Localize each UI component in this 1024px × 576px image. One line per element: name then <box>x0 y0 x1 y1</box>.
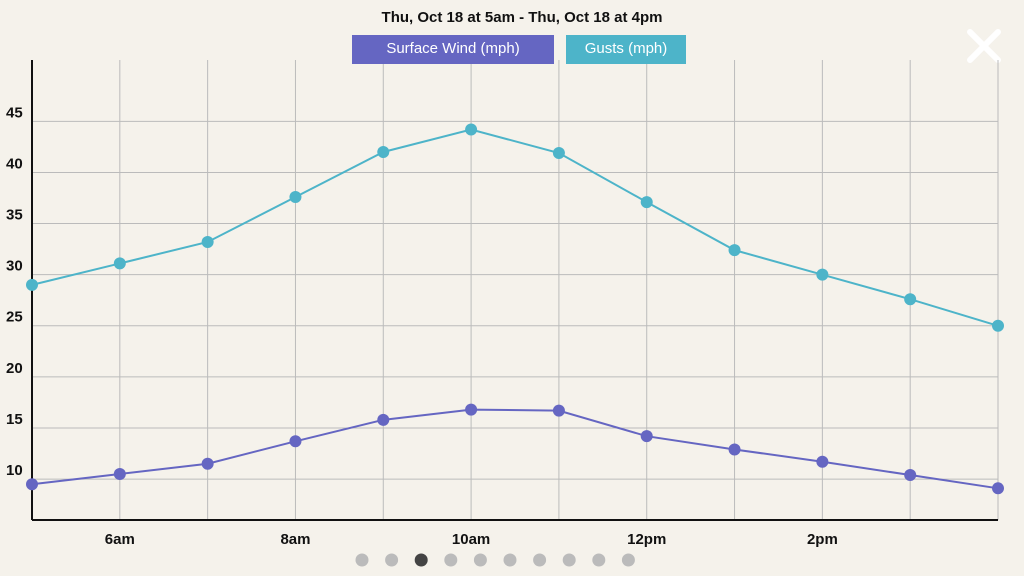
data-point <box>992 319 1004 332</box>
data-point <box>201 457 214 470</box>
data-point <box>816 455 829 468</box>
page-dot[interactable] <box>533 553 547 567</box>
page-dot[interactable] <box>444 553 458 567</box>
data-point <box>201 235 214 248</box>
y-tick-label: 20 <box>6 360 23 377</box>
legend-label: Gusts (mph) <box>585 40 668 57</box>
y-tick-label: 15 <box>6 411 23 428</box>
page-dot[interactable] <box>473 553 487 567</box>
data-point <box>992 482 1004 495</box>
chart-title: Thu, Oct 18 at 5am - Thu, Oct 18 at 4pm <box>382 9 663 26</box>
x-tick-label: 6am <box>105 531 135 548</box>
data-point <box>552 404 565 417</box>
data-point <box>728 244 741 257</box>
data-point <box>640 196 653 209</box>
y-tick-label: 30 <box>6 258 23 275</box>
page-dot[interactable] <box>621 553 635 567</box>
data-point <box>904 469 917 482</box>
data-point <box>289 435 302 448</box>
data-point <box>377 146 390 158</box>
legend-label: Surface Wind (mph) <box>386 40 519 57</box>
data-point <box>904 293 917 306</box>
x-tick-label: 8am <box>280 531 310 548</box>
data-point <box>26 278 38 291</box>
data-point <box>465 403 478 416</box>
y-tick-label: 35 <box>6 207 23 224</box>
x-tick-label: 12pm <box>627 531 666 548</box>
data-point <box>465 123 478 136</box>
x-tick-label: 10am <box>452 531 490 548</box>
series-line <box>31 408 999 490</box>
y-tick-label: 40 <box>6 155 23 172</box>
page-dot[interactable] <box>503 553 517 567</box>
close-icon <box>967 29 1001 63</box>
page-dot[interactable] <box>355 553 369 567</box>
page-dot[interactable] <box>562 553 576 567</box>
series-line <box>31 128 999 327</box>
page-dot[interactable] <box>385 553 399 567</box>
data-point <box>816 268 829 281</box>
data-point <box>113 257 126 270</box>
data-point <box>377 413 390 426</box>
x-tick-label: 2pm <box>807 531 838 548</box>
y-tick-label: 25 <box>6 309 23 326</box>
y-tick-label: 10 <box>6 462 23 479</box>
legend-swatch <box>566 35 686 64</box>
data-point <box>552 147 565 160</box>
page-dot[interactable] <box>414 553 428 567</box>
close-button[interactable] <box>967 29 1001 63</box>
data-point <box>289 190 302 203</box>
page-dot[interactable] <box>592 553 606 567</box>
y-tick-label: 45 <box>6 104 23 121</box>
data-point <box>640 430 653 443</box>
page-dots <box>355 553 635 567</box>
data-point <box>728 443 741 456</box>
legend-swatch <box>352 35 554 64</box>
data-point <box>113 468 126 480</box>
data-point <box>26 478 38 491</box>
